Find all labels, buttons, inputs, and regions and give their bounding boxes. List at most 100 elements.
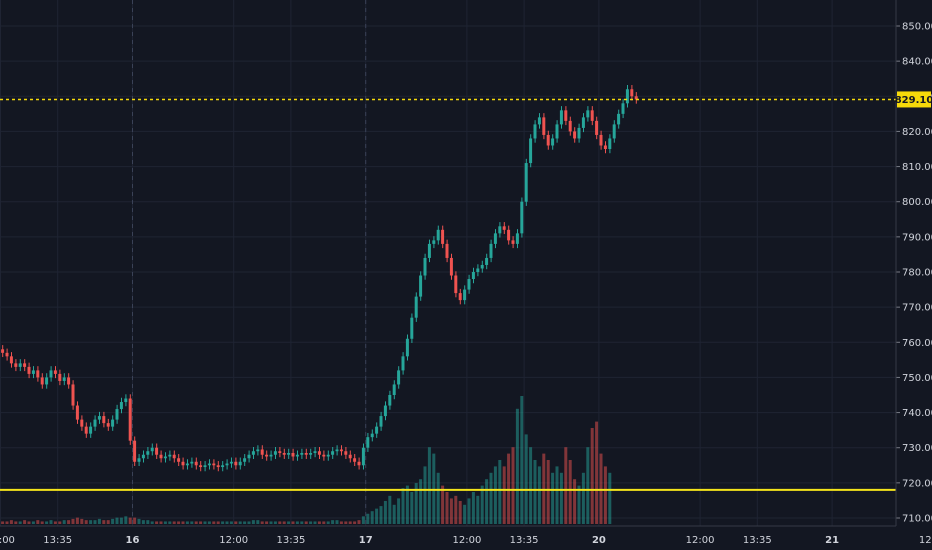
candle-body[interactable] [124,398,128,403]
candle-body[interactable] [212,463,216,466]
candle-body[interactable] [207,463,211,466]
candle-body[interactable] [291,452,295,457]
candle-body[interactable] [599,134,603,146]
candle-body[interactable] [405,338,409,357]
candle-body[interactable] [630,89,634,97]
candle-body[interactable] [414,296,418,318]
candle-body[interactable] [251,451,255,455]
candle-body[interactable] [388,395,392,406]
candle-body[interactable] [379,416,383,427]
time-axis[interactable]: 12:00 13:35 16 12:00 13:35 17 12:00 13:35 20 12:0… [0,525,932,546]
candle-body[interactable] [485,257,489,265]
candle-body[interactable] [269,454,273,457]
candle-body[interactable] [234,461,238,466]
candle-body[interactable] [436,229,440,241]
candle-body[interactable] [375,426,379,434]
candle-body[interactable] [498,226,502,234]
candle-body[interactable] [445,243,449,258]
candle-body[interactable] [410,317,414,339]
candle-body[interactable] [564,110,568,121]
candle-body[interactable] [194,461,198,466]
candle-body[interactable] [357,461,361,466]
candle-body[interactable] [102,416,106,424]
candle-body[interactable] [27,366,31,374]
candle-body[interactable] [71,384,75,406]
candle-body[interactable] [247,454,251,459]
candle-body[interactable] [273,451,277,455]
candle-body[interactable] [529,138,533,164]
candle-body[interactable] [137,458,141,462]
candle-body[interactable] [106,423,110,427]
candle-body[interactable] [115,409,119,420]
candle-body[interactable] [159,454,163,459]
candle-body[interactable] [9,356,13,364]
candle-body[interactable] [163,456,167,459]
candles[interactable] [1,85,638,472]
candle-body[interactable] [586,110,590,118]
candle-body[interactable] [471,272,475,280]
candle-body[interactable] [634,96,638,100]
candle-body[interactable] [243,458,247,462]
candle-body[interactable] [53,370,57,374]
candle-body[interactable] [58,373,62,381]
candle-body[interactable] [361,447,365,466]
candle-body[interactable] [353,458,357,462]
candle-body[interactable] [621,103,625,114]
candle-body[interactable] [524,163,528,202]
candle-body[interactable] [331,451,335,455]
candle-body[interactable] [155,447,159,455]
candle-body[interactable] [551,138,555,146]
candle-body[interactable] [146,451,150,455]
candle-body[interactable] [515,233,519,244]
candle-body[interactable] [603,145,607,149]
candle-body[interactable] [348,454,352,459]
candle-body[interactable] [31,370,35,374]
candle-body[interactable] [238,461,242,466]
candle-body[interactable] [256,449,260,452]
candle-body[interactable] [573,131,577,139]
candle-body[interactable] [49,370,53,378]
candle-body[interactable] [397,370,401,385]
candle-body[interactable] [463,289,467,301]
candle-body[interactable] [546,134,550,146]
candle-body[interactable] [542,117,546,135]
candle-body[interactable] [229,461,233,464]
candle-body[interactable] [300,452,304,455]
candle-body[interactable] [533,124,537,139]
candle-body[interactable] [199,465,203,468]
candle-body[interactable] [322,454,326,457]
candle-body[interactable] [133,440,137,462]
candle-body[interactable] [625,89,629,104]
candle-body[interactable] [617,113,621,125]
candle-body[interactable] [45,377,49,385]
candle-body[interactable] [97,416,101,420]
candle-body[interactable] [309,452,313,455]
price-axis[interactable]: 710.00 720.00 730.00 740.00 750.00 760.00 770.… [895,0,932,526]
candle-body[interactable] [595,120,599,135]
candle-body[interactable] [559,110,563,125]
candle-body[interactable] [502,226,506,230]
candle-body[interactable] [383,405,387,417]
candle-body[interactable] [612,124,616,139]
candle-body[interactable] [304,452,308,455]
candle-body[interactable] [80,419,84,427]
candle-body[interactable] [172,454,176,459]
candle-body[interactable] [476,268,480,272]
candle-body[interactable] [177,458,181,462]
candle-body[interactable] [313,451,317,453]
candle-body[interactable] [344,451,348,455]
candle-body[interactable] [216,465,220,468]
candle-body[interactable] [441,229,445,244]
candle-body[interactable] [93,419,97,427]
candle-body[interactable] [119,402,123,410]
candle-body[interactable] [190,461,194,464]
candle-body[interactable] [493,233,497,244]
candle-body[interactable] [480,264,484,269]
candle-body[interactable] [507,229,511,241]
candle-body[interactable] [221,465,225,468]
candle-body[interactable] [366,437,370,448]
candle-body[interactable] [511,240,515,244]
candle-body[interactable] [23,363,27,367]
candle-body[interactable] [40,377,44,385]
candle-body[interactable] [67,377,71,385]
